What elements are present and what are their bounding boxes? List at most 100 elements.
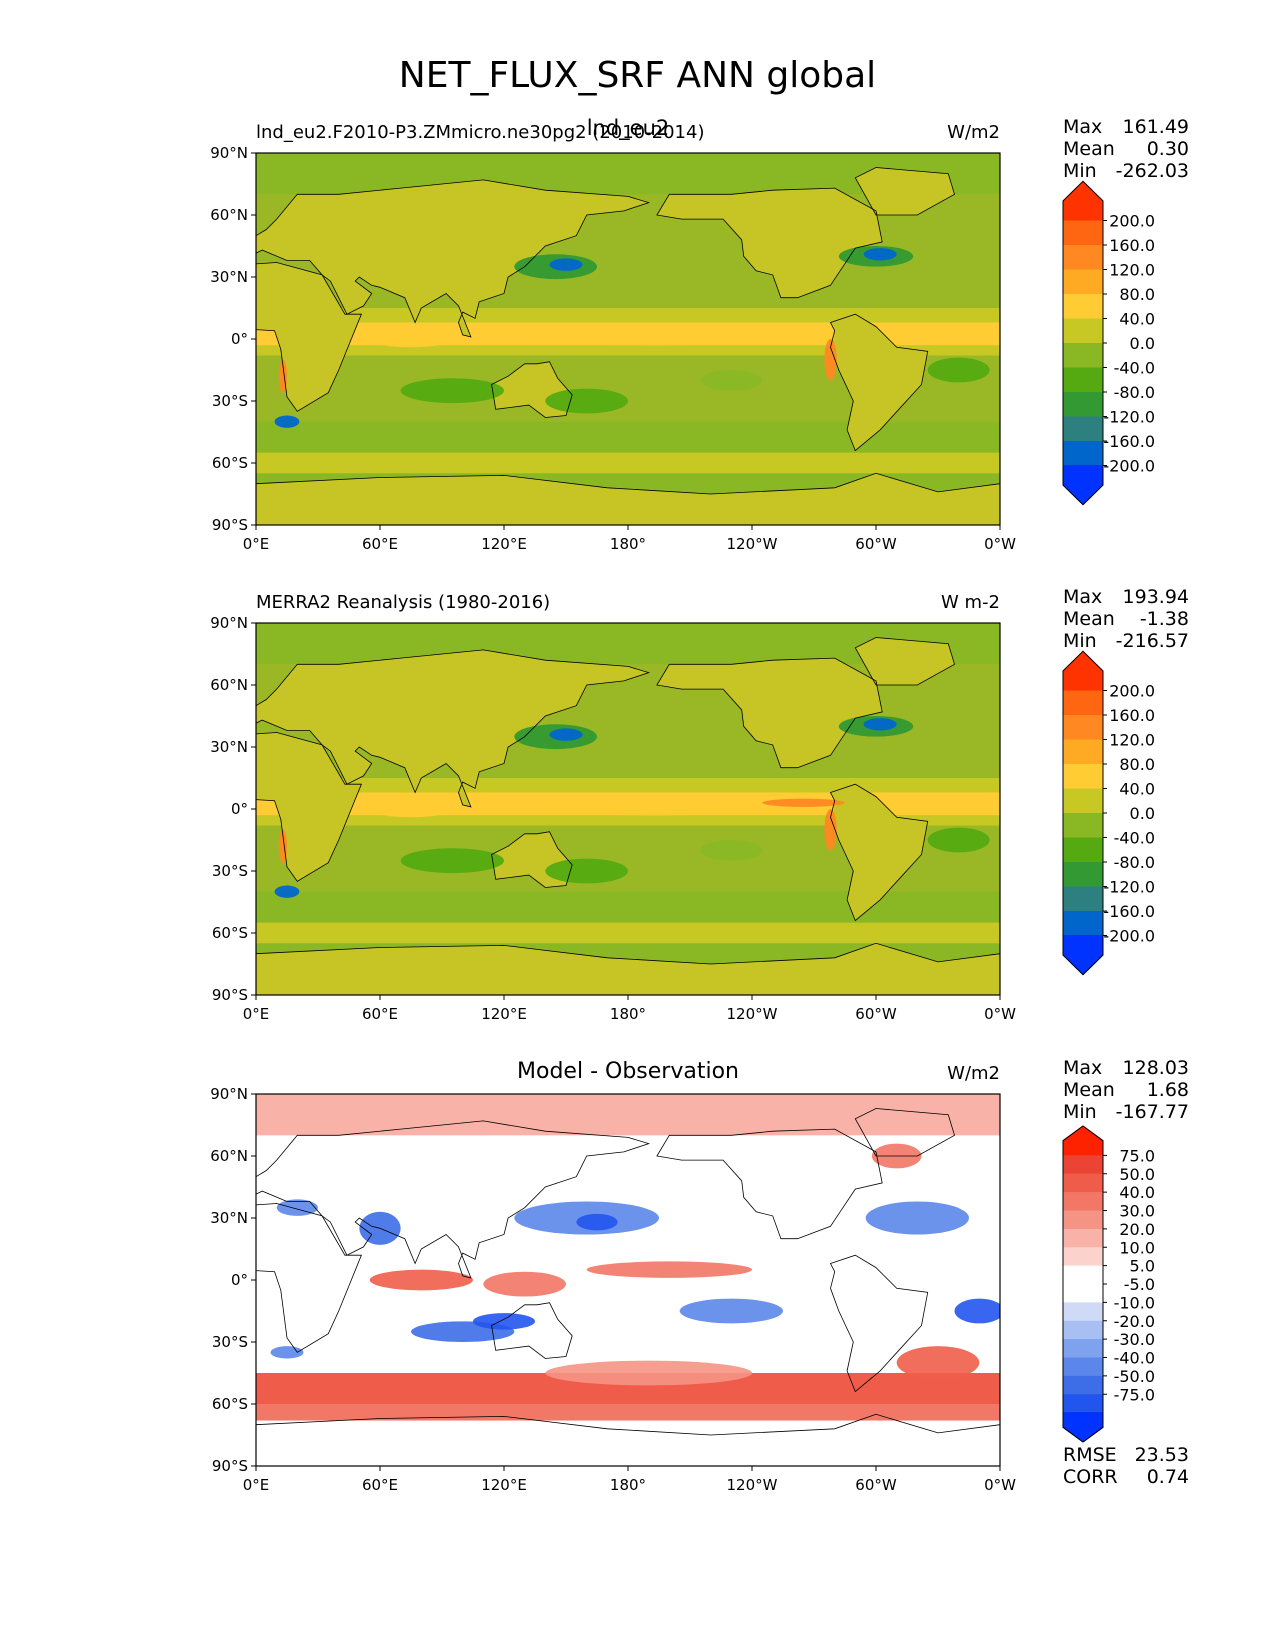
land-fill	[656, 188, 883, 298]
colorbar-label: 10.0	[1119, 1238, 1155, 1257]
coastline	[656, 187, 883, 299]
panel-3-max: 128.03	[1122, 1057, 1189, 1079]
coastline	[256, 1413, 1000, 1466]
field-band	[256, 1404, 1000, 1421]
panel-2-units: W m-2	[940, 592, 1000, 613]
panel-3-min: -167.77	[1115, 1101, 1189, 1123]
panel-3-corr-label: CORR	[1063, 1466, 1118, 1488]
colorbar-segment	[1063, 788, 1103, 814]
field-feature	[524, 802, 773, 816]
panel-1-units: W/m2	[947, 122, 1000, 143]
field-band	[256, 922, 1000, 944]
colorbar-segment	[1063, 837, 1103, 863]
field-feature	[278, 829, 287, 863]
colorbar-3: 75.050.040.030.020.010.05.0-5.0-10.0-20.…	[1062, 1125, 1155, 1443]
field-feature	[483, 1271, 566, 1297]
field-feature	[400, 848, 505, 874]
coastline	[491, 1302, 573, 1359]
x-tick-label: 60°E	[362, 1476, 398, 1494]
colorbar-extend-bottom	[1062, 465, 1104, 506]
land-fill	[256, 179, 649, 337]
panel-2-left-label: MERRA2 Reanalysis (1980-2016)	[256, 592, 551, 613]
colorbar-label: -40.0	[1114, 1349, 1155, 1368]
land-fill	[256, 943, 1000, 995]
panel-1-mean: 0.30	[1146, 138, 1189, 160]
coastline	[256, 732, 362, 882]
field-band	[256, 891, 1000, 923]
colorbar-label: -50.0	[1114, 1367, 1155, 1386]
coastline	[656, 1128, 883, 1240]
coastline	[829, 1254, 929, 1393]
colorbar-label: -80.0	[1114, 853, 1155, 872]
x-tick-label: 60°W	[855, 1005, 897, 1023]
y-tick-label: 60°S	[212, 1395, 248, 1413]
panel-2-mean-label: Mean	[1063, 608, 1115, 630]
field-feature	[549, 258, 583, 271]
colorbar-segment	[1063, 1247, 1103, 1267]
y-tick-label: 30°S	[212, 1333, 248, 1351]
panel-3-max-label: Max	[1063, 1057, 1103, 1079]
colorbar-label: 200.0	[1109, 212, 1155, 231]
field-band	[256, 452, 1000, 474]
colorbar-label: -160.0	[1103, 902, 1155, 921]
colorbar-label: 120.0	[1109, 731, 1155, 750]
colorbar-segment	[1063, 764, 1103, 789]
field-feature	[863, 248, 897, 261]
y-tick-label: 30°N	[210, 1209, 248, 1227]
y-tick-label: 90°N	[210, 614, 248, 632]
colorbar-label: -120.0	[1103, 878, 1155, 897]
colorbar-segment	[1063, 715, 1103, 740]
colorbar-extend-bottom	[1062, 935, 1104, 976]
x-tick-label: 120°W	[727, 535, 778, 553]
map-panel-3: 0°E 60°E 120°E 180° 120°W 60°W 0°W 90°N 60°N 30°N…	[210, 1085, 1016, 1494]
coastline	[656, 657, 883, 769]
panel-1-max: 161.49	[1122, 116, 1189, 138]
field-feature	[679, 1298, 783, 1324]
panel-2-min: -216.57	[1115, 630, 1189, 652]
colorbar-segment	[1063, 392, 1103, 417]
colorbar-segment	[1063, 245, 1103, 270]
x-tick-label: 0°E	[243, 1476, 270, 1494]
colorbar-segment	[1063, 1265, 1103, 1285]
land-fill	[855, 167, 955, 215]
colorbar-segment	[1063, 318, 1103, 344]
colorbar-label: -200.0	[1103, 457, 1155, 476]
y-tick-label: 0°	[231, 1271, 248, 1289]
colorbar-1: 200.0 160.0 120.0 80.0 40.0 0.0 -40.0 -80.0 -120…	[1062, 180, 1155, 506]
field-feature	[863, 718, 897, 731]
coastline	[256, 1120, 651, 1279]
colorbar-segment	[1063, 1155, 1103, 1175]
panel-3-corr: 0.74	[1146, 1466, 1189, 1488]
x-tick-label: 0°W	[984, 1005, 1016, 1023]
colorbar-segment	[1063, 739, 1103, 765]
land-fill	[855, 637, 955, 685]
x-tick-label: 0°W	[984, 535, 1016, 553]
y-tick-label: 30°S	[212, 862, 248, 880]
coastline	[854, 637, 955, 686]
colorbar-label: 50.0	[1119, 1165, 1155, 1184]
field-feature	[473, 1313, 535, 1330]
colorbar-segment	[1063, 441, 1103, 466]
colorbar-label: -40.0	[1114, 829, 1155, 848]
colorbar-segment	[1063, 1192, 1103, 1211]
colorbar-label: 40.0	[1119, 310, 1155, 329]
field-feature	[545, 388, 629, 414]
panel-2-mean: -1.38	[1139, 608, 1189, 630]
land-fill	[256, 473, 1000, 525]
colorbar-label: -20.0	[1114, 1312, 1155, 1331]
colorbar-label: -10.0	[1114, 1293, 1155, 1312]
field-feature	[369, 1269, 474, 1291]
colorbar-label: -75.0	[1114, 1385, 1155, 1404]
colorbar-2: 200.0 160.0 120.0 80.0 40.0 0.0 -40.0 -80.0 -120…	[1062, 650, 1155, 976]
x-tick-label: 60°E	[362, 1005, 398, 1023]
colorbar-segment	[1063, 1320, 1103, 1340]
y-tick-label: 60°N	[210, 1147, 248, 1165]
x-tick-label: 60°W	[855, 535, 897, 553]
y-tick-label: 60°N	[210, 206, 248, 224]
field-feature	[545, 858, 629, 884]
x-tick-label: 120°E	[481, 1005, 527, 1023]
coastline	[256, 179, 651, 338]
field-band	[256, 1094, 1000, 1136]
field-feature	[369, 800, 453, 818]
y-tick-label: 90°N	[210, 144, 248, 162]
